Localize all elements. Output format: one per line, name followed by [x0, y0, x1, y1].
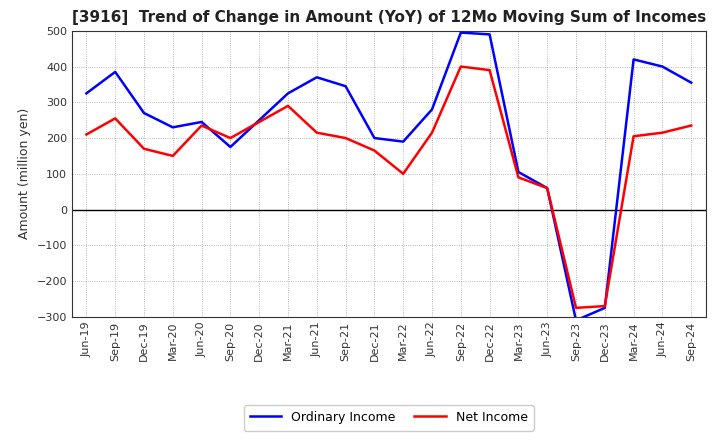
- Line: Ordinary Income: Ordinary Income: [86, 33, 691, 320]
- Net Income: [312, 130, 321, 136]
- Ordinary Income: [485, 32, 494, 37]
- Net Income: [428, 130, 436, 136]
- Ordinary Income: [399, 139, 408, 144]
- Net Income: [543, 185, 552, 191]
- Net Income: [456, 64, 465, 69]
- Net Income: [600, 304, 609, 309]
- Ordinary Income: [370, 136, 379, 141]
- Net Income: [226, 136, 235, 141]
- Net Income: [629, 134, 638, 139]
- Net Income: [658, 130, 667, 136]
- Net Income: [197, 123, 206, 128]
- Ordinary Income: [456, 30, 465, 35]
- Net Income: [572, 305, 580, 311]
- Ordinary Income: [197, 119, 206, 125]
- Ordinary Income: [514, 169, 523, 175]
- Ordinary Income: [687, 80, 696, 85]
- Net Income: [370, 148, 379, 153]
- Line: Net Income: Net Income: [86, 66, 691, 308]
- Ordinary Income: [111, 69, 120, 74]
- Ordinary Income: [82, 91, 91, 96]
- Net Income: [687, 123, 696, 128]
- Ordinary Income: [600, 305, 609, 311]
- Net Income: [168, 153, 177, 158]
- Ordinary Income: [312, 75, 321, 80]
- Net Income: [82, 132, 91, 137]
- Ordinary Income: [168, 125, 177, 130]
- Ordinary Income: [658, 64, 667, 69]
- Y-axis label: Amount (million yen): Amount (million yen): [18, 108, 31, 239]
- Ordinary Income: [341, 84, 350, 89]
- Ordinary Income: [629, 57, 638, 62]
- Net Income: [140, 146, 148, 151]
- Ordinary Income: [284, 91, 292, 96]
- Ordinary Income: [543, 185, 552, 191]
- Net Income: [485, 67, 494, 73]
- Net Income: [284, 103, 292, 109]
- Net Income: [255, 119, 264, 125]
- Net Income: [514, 175, 523, 180]
- Net Income: [341, 136, 350, 141]
- Ordinary Income: [226, 144, 235, 150]
- Ordinary Income: [140, 110, 148, 116]
- Ordinary Income: [572, 318, 580, 323]
- Ordinary Income: [255, 117, 264, 123]
- Net Income: [111, 116, 120, 121]
- Title: [3916]  Trend of Change in Amount (YoY) of 12Mo Moving Sum of Incomes: [3916] Trend of Change in Amount (YoY) o…: [72, 11, 706, 26]
- Ordinary Income: [428, 107, 436, 112]
- Legend: Ordinary Income, Net Income: Ordinary Income, Net Income: [244, 405, 534, 431]
- Net Income: [399, 171, 408, 176]
